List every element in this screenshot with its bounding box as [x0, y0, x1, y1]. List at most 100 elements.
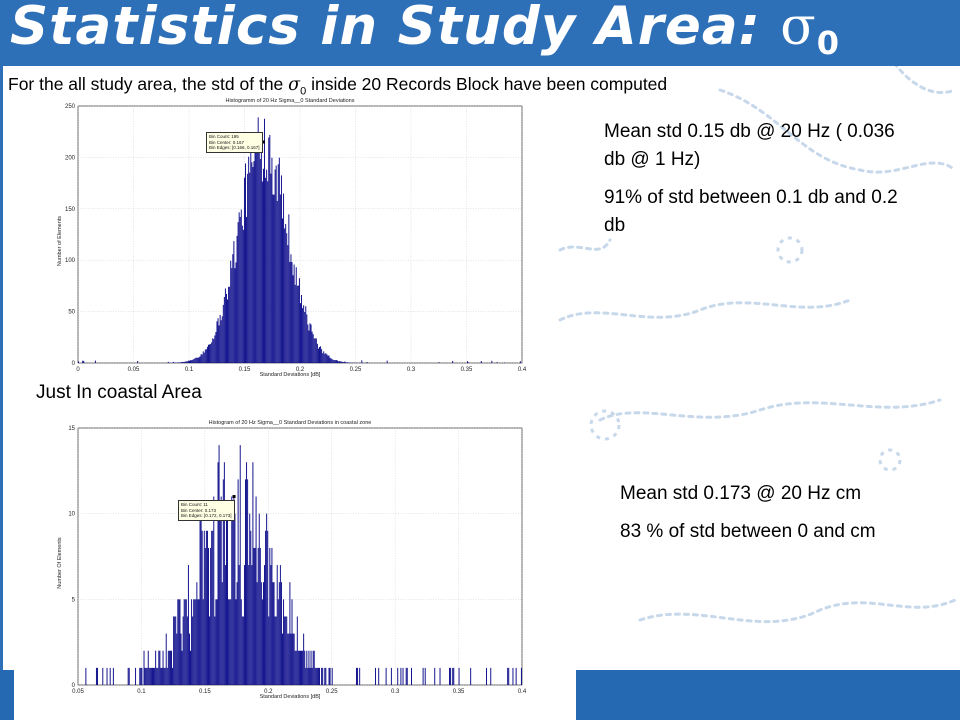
histogram-bar: [241, 225, 243, 363]
histogram-bar: [330, 358, 332, 363]
histogram-bar: [201, 530, 203, 685]
histogram-bar: [230, 599, 232, 685]
histogram-bar: [137, 360, 139, 363]
histogram-bar: [422, 667, 424, 685]
x-tick-label: 0.25: [350, 367, 362, 373]
histogram-bar: [267, 181, 269, 363]
histogram-bar: [173, 361, 175, 363]
histogram-bar: [149, 667, 151, 685]
histogram-bar: [470, 667, 472, 685]
histogram-bar: [195, 599, 197, 685]
histogram-bar: [97, 667, 98, 685]
histogram-bar: [280, 175, 282, 363]
histogram-bar: [298, 278, 300, 363]
histogram-bar: [222, 304, 224, 363]
histogram-bar: [342, 362, 344, 363]
histogram-bar: [275, 616, 277, 685]
histogram-bar: [154, 667, 156, 685]
histogram-bar: [150, 667, 152, 685]
histogram-bar: [246, 462, 248, 685]
histogram-bar: [204, 349, 206, 363]
histogram-bar: [229, 286, 231, 363]
x-tick-label: 0.15: [239, 367, 251, 373]
histogram-bar: [206, 530, 208, 685]
histogram-bar: [211, 342, 213, 363]
histogram-bar: [217, 462, 219, 685]
histogram-bar: [208, 344, 209, 363]
histogram-bar: [185, 361, 187, 363]
histogram-bar: [275, 165, 277, 363]
histogram-bar: [233, 496, 235, 685]
histogram-bar: [231, 268, 233, 363]
histogram-bar: [193, 599, 195, 685]
histogram-bar: [288, 633, 290, 685]
histogram-coastal-plot: 0.05 0.1 0.15 0.2 0.25 0.3 0.35 0.4 0 5 10 15: [68, 426, 527, 695]
histogram-bar: [127, 667, 129, 685]
histogram-bar: [285, 616, 287, 685]
histogram-bar: [332, 359, 334, 363]
histogram-bar: [249, 513, 251, 685]
histogram-bar: [178, 362, 180, 363]
histogram-bar: [234, 268, 236, 363]
histogram-bar: [183, 361, 185, 363]
histogram-bar: [250, 530, 252, 685]
histogram-bar: [231, 496, 233, 685]
histogram-bar: [282, 633, 283, 685]
histogram-bar: [190, 650, 192, 685]
histogram-bar: [178, 599, 180, 685]
histogram-bar: [184, 361, 186, 363]
histogram-bar: [187, 565, 189, 685]
histogram-bar: [245, 163, 246, 363]
histogram-bar: [512, 667, 514, 685]
histogram-bar: [515, 667, 517, 685]
histogram-bar: [177, 599, 179, 685]
histogram-bar: [261, 181, 263, 363]
histogram-bar: [337, 360, 338, 363]
histogram-bar: [329, 357, 331, 363]
histogram-bar: [247, 479, 249, 685]
histogram-bar: [257, 547, 259, 685]
histogram-bar: [94, 360, 96, 363]
histogram-bar: [254, 133, 256, 363]
histogram-bar: [286, 233, 288, 363]
histogram-bar: [203, 530, 205, 685]
histogram-bar: [245, 479, 246, 685]
histogram-bar: [311, 331, 313, 363]
histogram-bar: [186, 616, 188, 685]
histogram-bar: [239, 445, 241, 685]
histogram-bar: [218, 325, 220, 363]
histogram-bar: [272, 582, 274, 685]
histogram-bar: [263, 168, 264, 363]
histogram-bar: [164, 667, 166, 685]
histogram-bar: [271, 157, 273, 363]
histogram-bar: [304, 650, 306, 685]
histogram-bar: [232, 254, 234, 363]
histogram-bar: [411, 667, 412, 685]
histogram-bar: [292, 275, 294, 363]
histogram-bar: [331, 667, 333, 685]
histogram-bar: [297, 650, 299, 685]
histogram-bar: [285, 224, 287, 363]
histogram-bar: [269, 547, 271, 685]
y-tick-label: 250: [65, 104, 76, 110]
chart-title: Histogramm of 20 Hz Sigma__0 Standard De…: [225, 98, 355, 104]
histogram-bar: [316, 343, 318, 363]
histogram-bar: [296, 285, 298, 363]
histogram-bar: [313, 650, 315, 685]
histogram-bar: [247, 173, 249, 363]
histogram-bar: [95, 667, 97, 685]
histogram-bar: [348, 362, 350, 363]
histogram-bar: [242, 616, 244, 685]
histogram-bar: [260, 147, 262, 363]
histogram-bar: [196, 582, 198, 685]
intro-text: For the all study area, the std of the σ…: [8, 74, 668, 98]
histogram-bar: [298, 650, 300, 685]
histogram-bar: [486, 667, 488, 685]
datatip-marker: [232, 495, 236, 499]
histogram-bar: [184, 599, 186, 685]
histogram-bar: [168, 650, 170, 685]
title-bar: [0, 0, 960, 66]
histogram-bar: [160, 667, 162, 685]
histogram-bar: [334, 360, 336, 363]
histogram-bar: [325, 667, 327, 685]
